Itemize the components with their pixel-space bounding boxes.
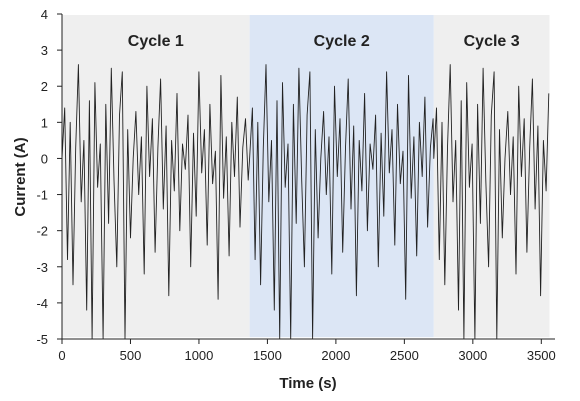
region-labels: Cycle 1 Cycle 2 Cycle 3 [128,33,520,50]
tick-labels: 0 500 1000 1500 2000 2500 3000 3500 -5 -4 -3 -2 -1 0 1… [36,7,555,363]
x-tick-label: 1000 [184,348,213,363]
y-tick-label: 4 [41,7,48,22]
cycle-label-1: Cycle 1 [128,33,184,50]
y-tick-label: -2 [36,224,48,239]
x-tick-label: 2500 [390,348,419,363]
y-tick-label: -1 [36,188,48,203]
x-tick-label: 0 [58,348,65,363]
y-tick-label: 3 [41,43,48,58]
x-tick-label: 3500 [527,348,556,363]
current-series-line [61,64,550,340]
y-tick-label: -3 [36,260,48,275]
x-tick-label: 2000 [321,348,350,363]
x-axis-title: Time (s) [279,375,336,392]
cycle-region-3 [433,15,550,338]
cycle-label-3: Cycle 3 [464,33,520,50]
cycle-label-2: Cycle 2 [314,33,370,50]
x-tick-label: 3000 [458,348,487,363]
y-tick-label: 1 [41,115,48,130]
x-tick-label: 500 [120,348,142,363]
y-axis-title: Current (A) [12,137,29,216]
y-tick-label: -5 [36,332,48,347]
y-tick-label: -4 [36,296,48,311]
y-tick-label: 0 [41,151,48,166]
x-tick-label: 1500 [253,348,282,363]
y-tick-label: 2 [41,79,48,94]
series-layer [61,64,550,340]
